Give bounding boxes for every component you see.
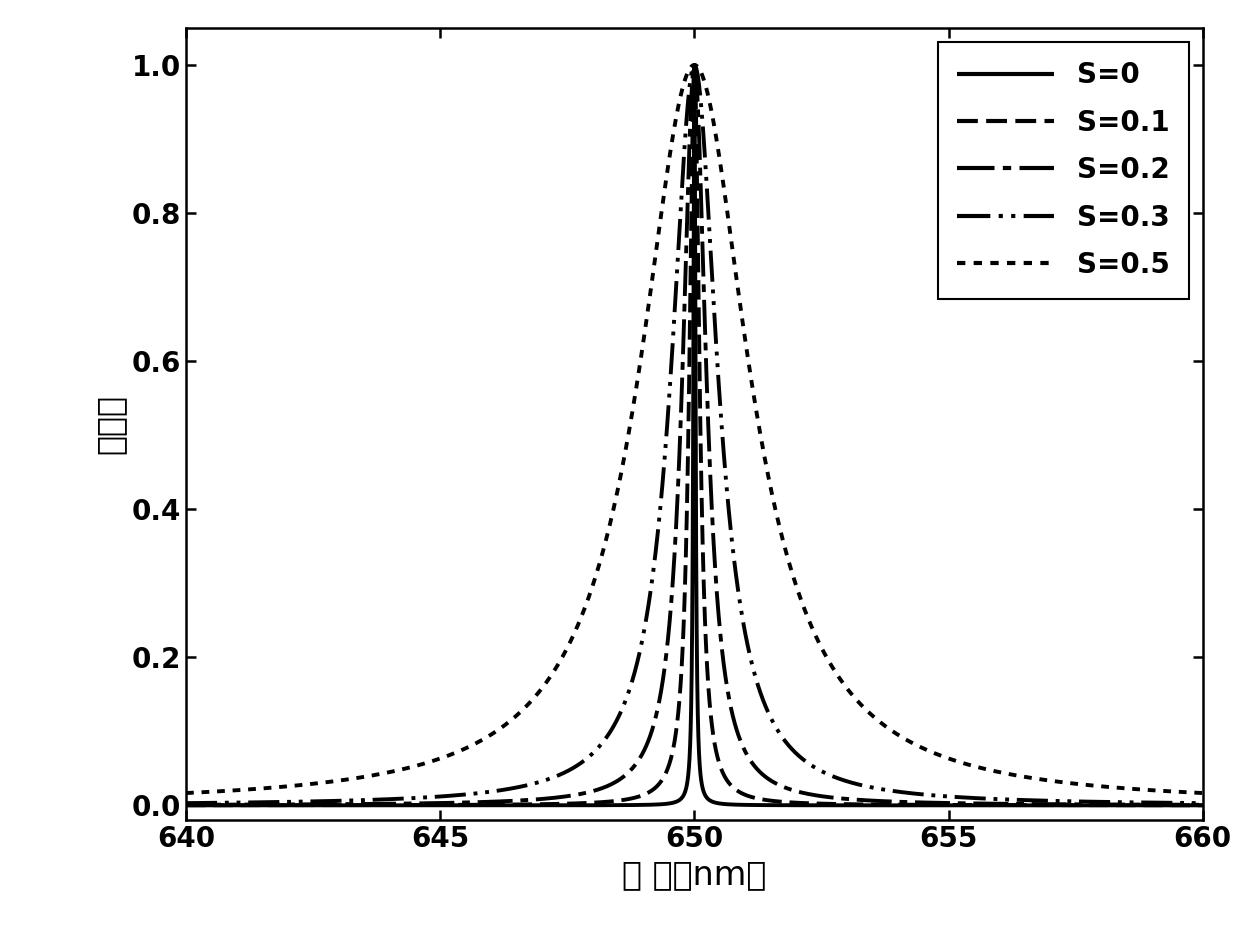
S=0.2 [687,60,702,71]
S=0 [423,800,438,811]
S=0.5 [934,750,949,761]
S=0 [687,60,702,71]
Y-axis label: 反射率: 反射率 [93,394,126,454]
S=0 [248,800,263,811]
S=0.3 [568,761,583,773]
S=0.5 [568,625,583,637]
S=0.5 [791,586,806,597]
S=0.1 [791,797,806,808]
S=0.1 [423,800,438,811]
S=0.3 [423,791,438,802]
S=0.5 [179,788,193,799]
Line: S=0: S=0 [186,65,1203,805]
S=0 [934,800,949,811]
S=0 [730,799,745,810]
S=0.3 [1195,798,1210,809]
S=0.5 [1195,788,1210,799]
S=0.5 [423,756,438,767]
S=0.3 [179,798,193,809]
S=0.2 [934,797,949,808]
Line: S=0.5: S=0.5 [186,65,1203,793]
S=0.2 [791,786,806,797]
S=0.1 [248,800,263,811]
S=0.5 [248,784,263,795]
S=0.2 [1195,799,1210,810]
S=0.3 [730,582,745,593]
Line: S=0.3: S=0.3 [186,65,1203,803]
S=0.3 [791,749,806,761]
S=0.2 [179,799,193,810]
S=0.3 [248,797,263,808]
S=0.3 [934,790,949,802]
S=0 [179,800,193,811]
S=0.2 [568,789,583,801]
S=0.1 [179,800,193,811]
X-axis label: 波 长（nm）: 波 长（nm） [622,858,766,892]
S=0.2 [423,798,438,809]
Line: S=0.2: S=0.2 [186,65,1203,804]
S=0.1 [730,786,745,797]
S=0.1 [934,800,949,811]
S=0.1 [1195,800,1210,811]
Line: S=0.1: S=0.1 [186,65,1203,805]
S=0.1 [568,798,583,809]
S=0.3 [687,60,702,71]
S=0 [791,800,806,811]
Legend: S=0, S=0.1, S=0.2, S=0.3, S=0.5: S=0, S=0.1, S=0.2, S=0.3, S=0.5 [937,42,1189,298]
S=0.5 [730,281,745,293]
S=0 [568,800,583,811]
S=0 [1195,800,1210,811]
S=0.5 [687,60,702,71]
S=0.2 [730,728,745,739]
S=0.1 [687,60,702,71]
S=0.2 [248,799,263,810]
